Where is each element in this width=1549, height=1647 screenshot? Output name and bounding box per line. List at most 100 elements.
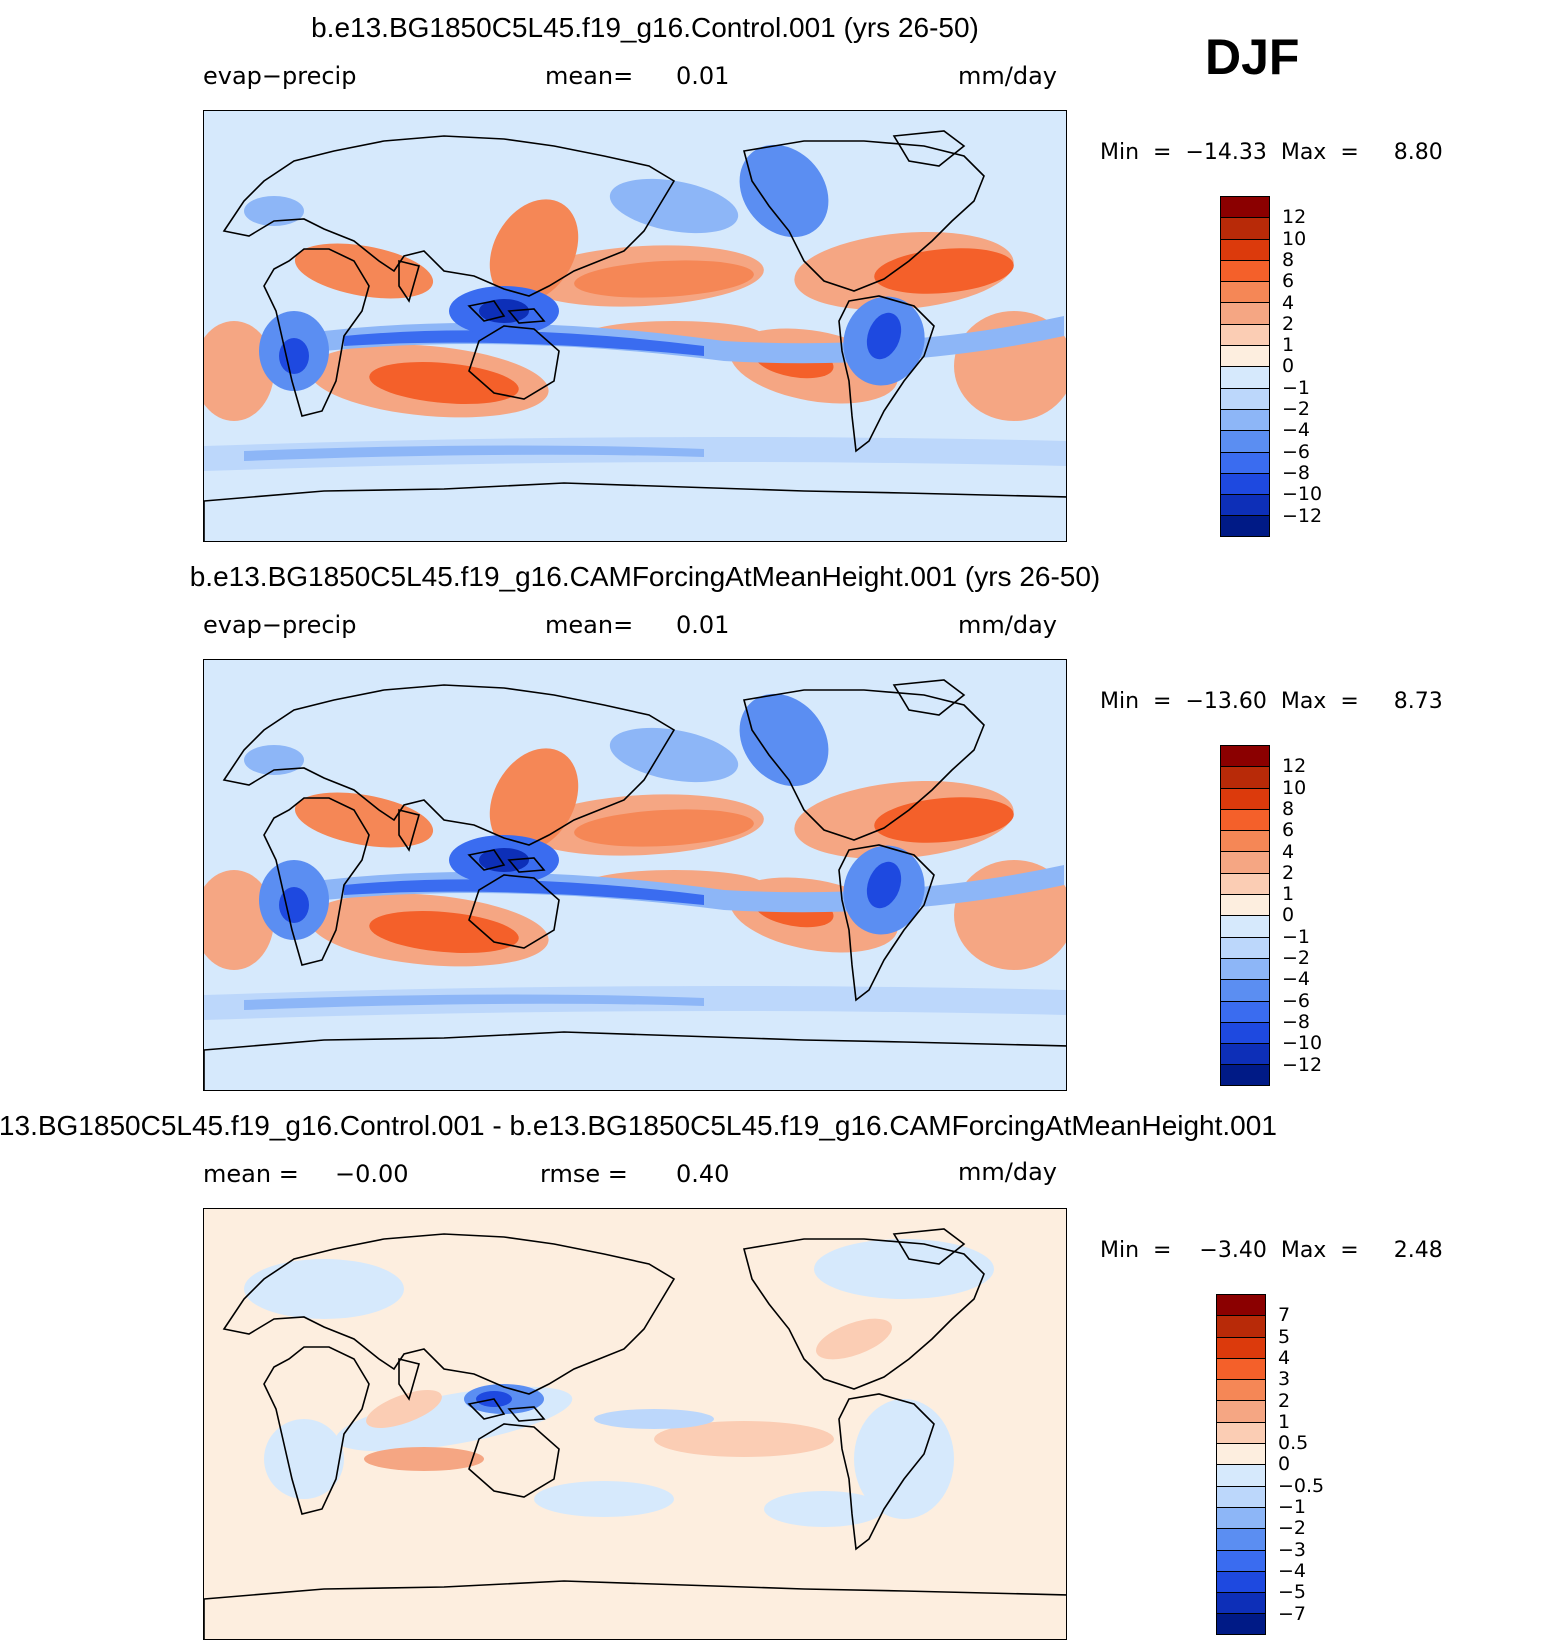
panel-camforcing: b.e13.BG1850C5L45.f19_g16.CAMForcingAtMe… (0, 549, 1549, 1098)
precip-region (479, 848, 529, 872)
coastline (467, 300, 506, 322)
colorbar-swatch (1220, 387, 1270, 409)
colorbar-tick-label: −4 (1278, 1559, 1307, 1582)
anomaly-region (594, 1409, 714, 1429)
colorbar-swatch (1220, 196, 1270, 218)
mean-value: −0.00 (335, 1160, 409, 1188)
colorbar-tick-label: −8 (1282, 461, 1311, 484)
colorbar-swatch (1220, 430, 1270, 452)
colorbar-swatch (1216, 1613, 1266, 1635)
colorbar-swatch (1220, 302, 1270, 324)
colorbar-tick-label: 5 (1278, 1325, 1291, 1348)
precip-region (866, 861, 902, 909)
units-label: mm/day (958, 62, 1057, 90)
precip-region (279, 338, 309, 374)
evap-region (874, 248, 1014, 294)
coastline (507, 857, 546, 873)
panel-difference: b.e13.BG1850C5L45.f19_g16.Control.001 - … (0, 1098, 1549, 1647)
units-label: mm/day (958, 1158, 1057, 1186)
evap-region (369, 911, 519, 953)
colorbar-tick-label: −5 (1278, 1581, 1307, 1604)
anomaly-region (816, 1318, 892, 1360)
colorbar-swatch (1220, 515, 1270, 537)
coastline (507, 1406, 546, 1422)
colorbar-swatch (1220, 323, 1270, 346)
coastline (222, 1233, 676, 1395)
anomaly-region (534, 1481, 674, 1517)
colorbar-tick-label: −12 (1282, 504, 1323, 527)
colorbar-tick-label: −6 (1282, 440, 1311, 463)
mean-value: 0.01 (676, 62, 730, 90)
itcz-band (344, 879, 704, 905)
colorbar-swatch (1220, 766, 1270, 788)
colorbar-tick-label: 7 (1278, 1304, 1291, 1327)
itcz-band (344, 330, 704, 356)
colorbar-swatch (1220, 808, 1270, 831)
colorbar-swatch (1220, 1000, 1270, 1022)
colorbar (1220, 196, 1270, 537)
colorbar-tick-label: 4 (1278, 1346, 1291, 1369)
colorbar-tick-label: 10 (1282, 227, 1307, 250)
coastline (838, 844, 935, 1002)
colorbar-tick-label: 6 (1282, 819, 1295, 842)
coastline (398, 808, 420, 852)
colorbar-swatch (1220, 936, 1270, 958)
colorbar-tick-label: −2 (1282, 947, 1311, 969)
precip-region (279, 887, 309, 923)
precip-region (609, 727, 739, 783)
panel-title: b.e13.BG1850C5L45.f19_g16.Control.001 - … (0, 1110, 1277, 1141)
coastline (838, 295, 935, 453)
colorbar-swatch (1220, 345, 1270, 367)
colorbar-swatch (1220, 408, 1270, 431)
rmse-label: rmse = (540, 1160, 628, 1188)
colorbar-swatch (1216, 1549, 1266, 1571)
precip-region (244, 745, 304, 775)
coastline (892, 679, 966, 716)
map-field (204, 1209, 1066, 1639)
colorbar-swatch (1220, 1064, 1270, 1086)
colorbar-tick-label: 6 (1282, 270, 1295, 293)
colorbar-tick-label: −2 (1278, 1517, 1307, 1540)
rmse-value: 0.40 (676, 1160, 730, 1188)
colorbar-tick-label: 0.5 (1278, 1432, 1309, 1455)
season-label: DJF (1205, 29, 1300, 85)
colorbar-swatch (1220, 281, 1270, 303)
coastline (398, 1357, 420, 1401)
precip-region (866, 312, 902, 360)
mean-value: 0.01 (676, 611, 730, 639)
colorbar-tick-label: −1 (1282, 925, 1311, 948)
evap-region (574, 260, 754, 298)
colorbar-tick-label: 0 (1278, 1453, 1291, 1476)
storm-track (244, 994, 704, 1010)
colorbar-swatch (1220, 1021, 1270, 1044)
colorbar-swatch (1220, 957, 1270, 980)
colorbar-tick-label: 4 (1282, 291, 1295, 314)
coastline (892, 1228, 966, 1265)
colorbar-swatch (1220, 915, 1270, 937)
colorbar-tick-label: −8 (1282, 1010, 1311, 1033)
colorbar-tick-label: −12 (1282, 1053, 1323, 1076)
anomaly-region (366, 1390, 442, 1428)
anomaly-region (264, 1419, 344, 1499)
min-max-text: Min = −14.33 Max = 8.80 (1100, 140, 1443, 165)
precip-region (739, 144, 829, 238)
colorbar-tick-label: 4 (1282, 840, 1295, 863)
colorbar-swatch (1220, 1043, 1270, 1065)
anomaly-region (764, 1491, 884, 1527)
colorbar-swatch (1216, 1485, 1266, 1507)
colorbar-swatch (1220, 894, 1270, 916)
variable-label: evap−precip (203, 611, 357, 639)
units-label: mm/day (958, 611, 1057, 639)
precip-region (609, 178, 739, 234)
colorbar-swatch (1216, 1315, 1266, 1337)
colorbar-tick-label: 2 (1282, 312, 1295, 335)
coastline (507, 308, 546, 324)
colorbar (1216, 1294, 1266, 1635)
colorbar-tick-label: −10 (1282, 483, 1323, 506)
colorbar-swatch (1216, 1379, 1266, 1401)
panel-title: b.e13.BG1850C5L45.f19_g16.CAMForcingAtMe… (189, 561, 1101, 592)
colorbar-swatch (1216, 1336, 1266, 1358)
colorbar-tick-label: 10 (1282, 776, 1307, 799)
colorbar-swatch (1220, 366, 1270, 388)
anomaly-region (854, 1399, 954, 1519)
